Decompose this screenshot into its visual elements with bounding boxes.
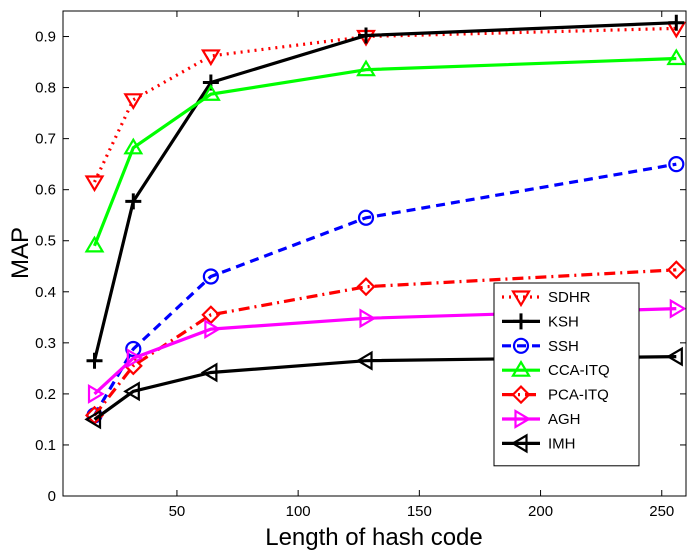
axes-layer: 50 100 150 200 250 0 0.1 0.2 0.3 0.4 0.5 0.6 0.7 0.8 0…: [35, 11, 686, 520]
legend-item: SDHR: [502, 289, 591, 308]
series-imh: [84, 346, 683, 430]
data-point: [666, 48, 687, 66]
data-point: [123, 381, 140, 402]
legend-item: IMH: [502, 433, 576, 454]
legend-item: KSH: [502, 313, 579, 330]
data-point: [87, 383, 105, 404]
data-point: [357, 209, 375, 226]
data-point: [356, 59, 376, 77]
data-point: [358, 27, 375, 44]
x-tick-label: 200: [528, 503, 553, 520]
y-tick-label: 0.7: [35, 131, 56, 148]
y-axis-title: MAP: [7, 227, 34, 279]
legend-label: SDHR: [548, 289, 591, 306]
y-tick-label: 0.9: [35, 29, 56, 46]
data-point: [204, 319, 222, 339]
x-tick-label: 250: [649, 503, 674, 520]
data-point: [355, 350, 373, 371]
data-point: [125, 193, 142, 210]
legend-label: AGH: [548, 411, 581, 428]
series-cca-itq: [84, 48, 687, 253]
data-point: [669, 298, 687, 319]
data-point: [123, 93, 144, 110]
legend-marker: [511, 385, 531, 405]
legend-label: IMH: [548, 435, 576, 452]
legend-item: AGH: [502, 409, 581, 429]
series-ksh: [86, 14, 685, 369]
legend-marker: [510, 433, 528, 454]
data-point: [86, 352, 103, 369]
data-point: [668, 156, 685, 173]
legend-marker: [511, 360, 531, 377]
y-tick-label: 0.2: [35, 386, 56, 403]
legend-label: SSH: [548, 338, 579, 355]
legend-item: CCA-ITQ: [502, 360, 610, 379]
legend-label: PCA-ITQ: [548, 387, 609, 404]
x-axis-title: Length of hash code: [265, 524, 483, 551]
legend: SDHR KSH SSH CCA-ITQ PCA-ITQ AGH IMH: [493, 282, 640, 467]
x-tick-label: 150: [407, 503, 432, 520]
data-point: [84, 175, 105, 193]
plot-frame: [62, 10, 687, 497]
legend-label: KSH: [548, 313, 579, 330]
legend-marker: [513, 313, 529, 330]
data-point: [356, 277, 376, 297]
y-tick-label: 0: [48, 488, 56, 505]
data-point: [84, 235, 105, 253]
y-tick-label: 0.1: [35, 437, 56, 454]
legend-item: PCA-ITQ: [502, 385, 609, 405]
series-line: [93, 268, 677, 417]
legend-marker: [514, 409, 532, 429]
series-line: [93, 307, 677, 396]
y-tick-label: 0.5: [35, 233, 56, 250]
series-agh: [87, 298, 687, 404]
data-point: [359, 308, 377, 329]
data-point: [126, 348, 144, 369]
x-tick-label: 100: [286, 503, 311, 520]
data-point: [666, 260, 686, 280]
x-tick-label: 50: [169, 503, 186, 520]
legend-item: SSH: [502, 337, 579, 355]
data-point: [202, 268, 219, 285]
data-point: [84, 409, 102, 430]
legend-label: CCA-ITQ: [548, 362, 610, 379]
y-tick-label: 0.6: [35, 182, 56, 199]
series-line: [93, 56, 677, 247]
y-tick-label: 0.3: [35, 335, 56, 352]
data-point: [668, 14, 685, 31]
series-line: [93, 355, 677, 421]
data-point: [123, 137, 144, 155]
legend-marker: [512, 337, 530, 354]
legend-marker: [511, 290, 531, 308]
data-point: [200, 49, 221, 67]
y-tick-label: 0.8: [35, 80, 56, 97]
data-point: [666, 346, 683, 367]
data-point: [201, 305, 221, 325]
data-point: [125, 340, 142, 358]
series-layer: [84, 14, 687, 430]
data-point: [200, 84, 221, 101]
data-point: [200, 362, 218, 383]
y-tick-label: 0.4: [35, 284, 56, 301]
legend-box: [493, 282, 640, 467]
